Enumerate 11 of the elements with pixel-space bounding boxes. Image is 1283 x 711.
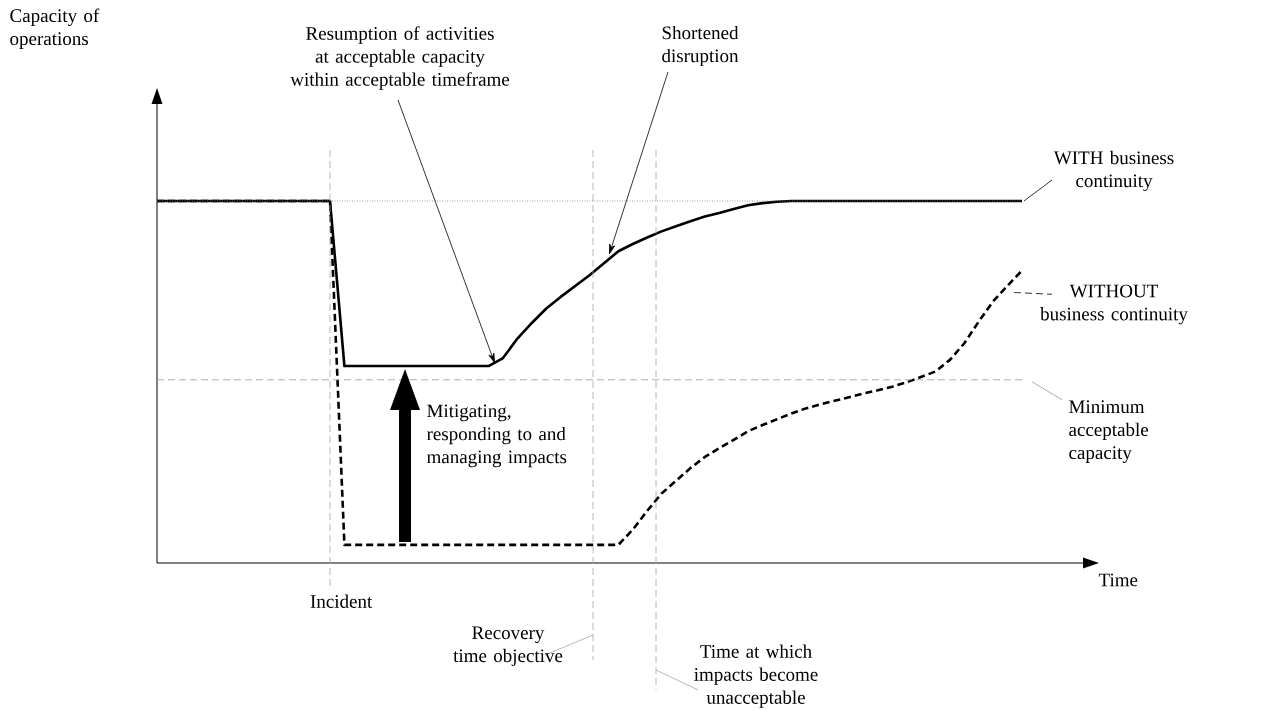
text: Incident bbox=[310, 594, 373, 608]
x-axis-title: Time bbox=[1098, 573, 1138, 587]
text: Shortened disruption bbox=[662, 25, 739, 67]
ref-line-label: Minimum acceptable capacity bbox=[1069, 400, 1149, 463]
text: Resumption of activities at acceptable capacity within acceptable timeframe bbox=[290, 26, 510, 90]
legend-label: WITHOUT business continuity bbox=[1040, 284, 1188, 325]
annotation: Mitigating, responding to and managing impacts bbox=[426, 404, 567, 468]
series-label: WITH business continuity bbox=[1053, 150, 1174, 192]
text: Capacity of operations bbox=[10, 8, 100, 49]
text: Time at which impacts become unacceptable bbox=[694, 644, 818, 708]
text: Recovery time objective bbox=[453, 626, 563, 666]
